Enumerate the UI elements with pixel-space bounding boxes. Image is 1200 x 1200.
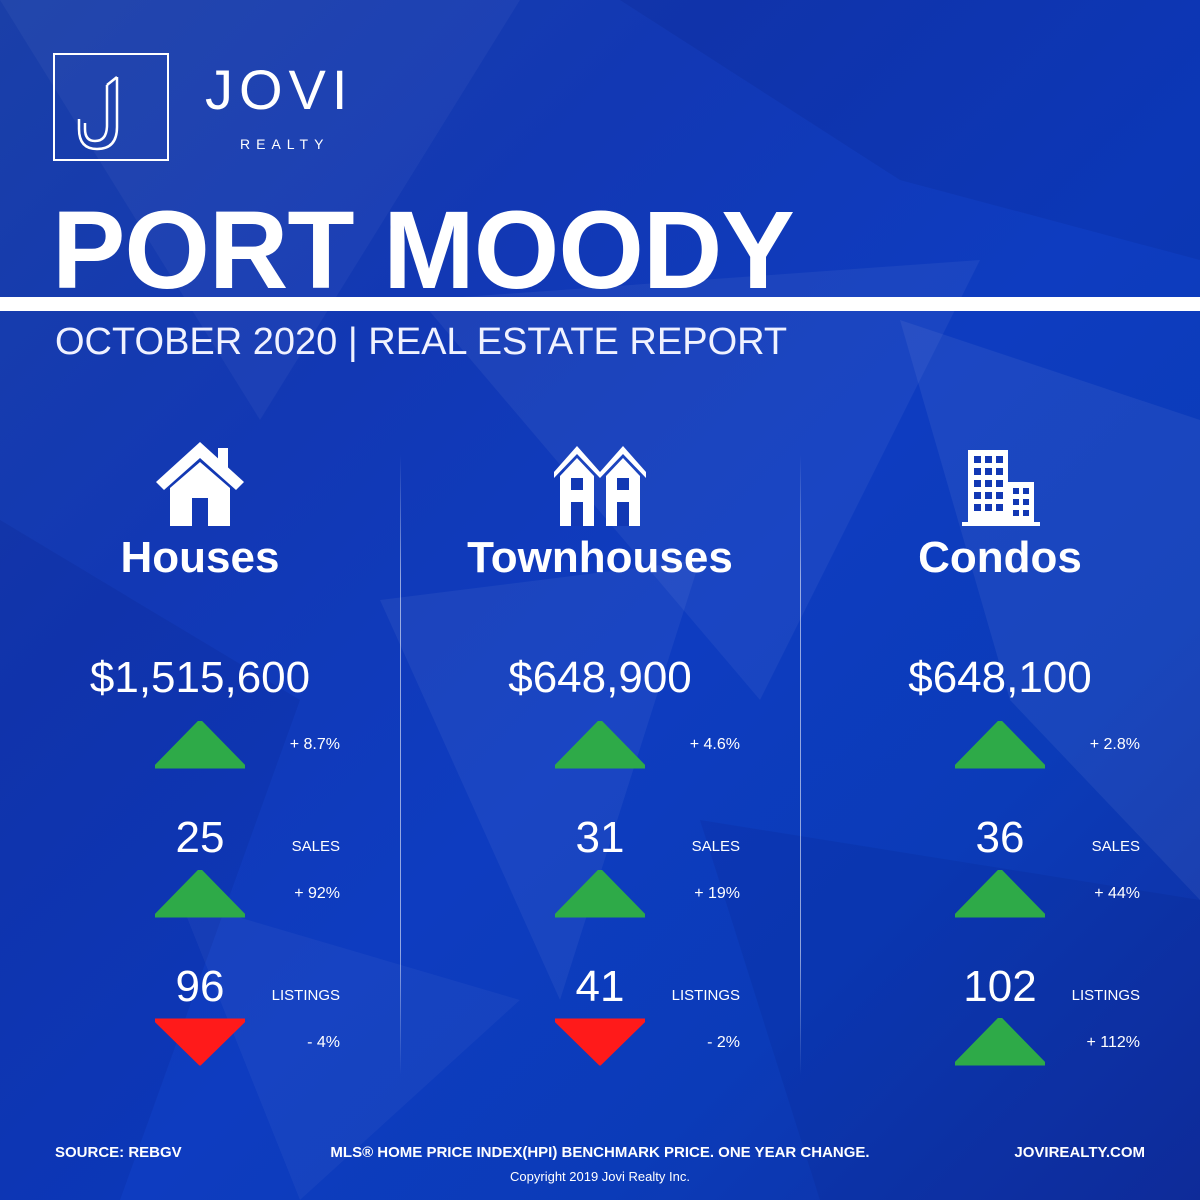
- benchmark-price: $648,100: [908, 653, 1092, 702]
- price-change: + 2.8%: [1089, 736, 1140, 753]
- footer-website-link[interactable]: JOVIREALTY.COM: [1014, 1144, 1145, 1161]
- price-change: + 4.6%: [689, 736, 740, 753]
- sales-label: SALES: [291, 838, 340, 855]
- j-monogram-icon: [77, 76, 119, 151]
- up-arrow-icon: [955, 721, 1045, 769]
- listings-label: LISTINGS: [671, 987, 740, 1004]
- listings-change: - 2%: [707, 1034, 740, 1051]
- up-arrow-icon: [155, 870, 245, 918]
- townhouse-icon: [554, 446, 646, 526]
- column-title: Condos: [918, 533, 1082, 582]
- sales-change: + 44%: [1094, 885, 1140, 902]
- listings-change: + 112%: [1086, 1034, 1140, 1051]
- down-arrow-icon: [155, 1018, 245, 1066]
- listings-change: - 4%: [307, 1034, 340, 1051]
- footer-note: MLS® HOME PRICE INDEX(HPI) BENCHMARK PRI…: [330, 1144, 870, 1161]
- footer-source: SOURCE: REBGV: [55, 1144, 182, 1161]
- page-subtitle: OCTOBER 2020 | REAL ESTATE REPORT: [55, 321, 788, 363]
- listings-label: LISTINGS: [271, 987, 340, 1004]
- down-arrow-icon: [555, 1018, 645, 1066]
- up-arrow-icon: [555, 721, 645, 769]
- brand-logo: [53, 53, 169, 161]
- listings-label: LISTINGS: [1071, 987, 1140, 1004]
- sales-label: SALES: [1091, 838, 1140, 855]
- sales-count: 36: [975, 813, 1025, 862]
- benchmark-price: $1,515,600: [89, 653, 311, 702]
- sales-change: + 19%: [694, 885, 740, 902]
- up-arrow-icon: [155, 721, 245, 769]
- houses-column: Houses $1,515,600 + 8.7% 25 SALES + 92% …: [0, 420, 400, 1070]
- column-title: Houses: [120, 533, 280, 582]
- up-arrow-icon: [555, 870, 645, 918]
- house-icon: [156, 442, 244, 526]
- listings-count: 102: [963, 962, 1037, 1011]
- column-divider: [800, 455, 801, 1075]
- column-title: Townhouses: [467, 533, 733, 582]
- listings-count: 41: [575, 962, 625, 1011]
- page-title: PORT MOODY: [52, 189, 795, 312]
- up-arrow-icon: [955, 870, 1045, 918]
- footer-copyright: Copyright 2019 Jovi Realty Inc.: [510, 1169, 690, 1184]
- title-underline: [0, 297, 1200, 311]
- sales-count: 25: [175, 813, 225, 862]
- brand-subtitle: REALTY: [240, 136, 330, 152]
- condo-building-icon: [962, 450, 1040, 526]
- listings-count: 96: [175, 962, 225, 1011]
- up-arrow-icon: [955, 1018, 1045, 1066]
- sales-count: 31: [575, 813, 625, 862]
- brand-name: JOVI: [205, 58, 354, 121]
- column-divider: [400, 455, 401, 1075]
- benchmark-price: $648,900: [508, 653, 692, 702]
- sales-label: SALES: [691, 838, 740, 855]
- price-change: + 8.7%: [289, 736, 340, 753]
- condos-column: Condos $648,100 + 2.8% 36 SALES + 44% 10…: [800, 420, 1200, 1070]
- townhouses-column: Townhouses $648,900 + 4.6% 31 SALES + 19…: [400, 420, 800, 1070]
- sales-change: + 92%: [294, 885, 340, 902]
